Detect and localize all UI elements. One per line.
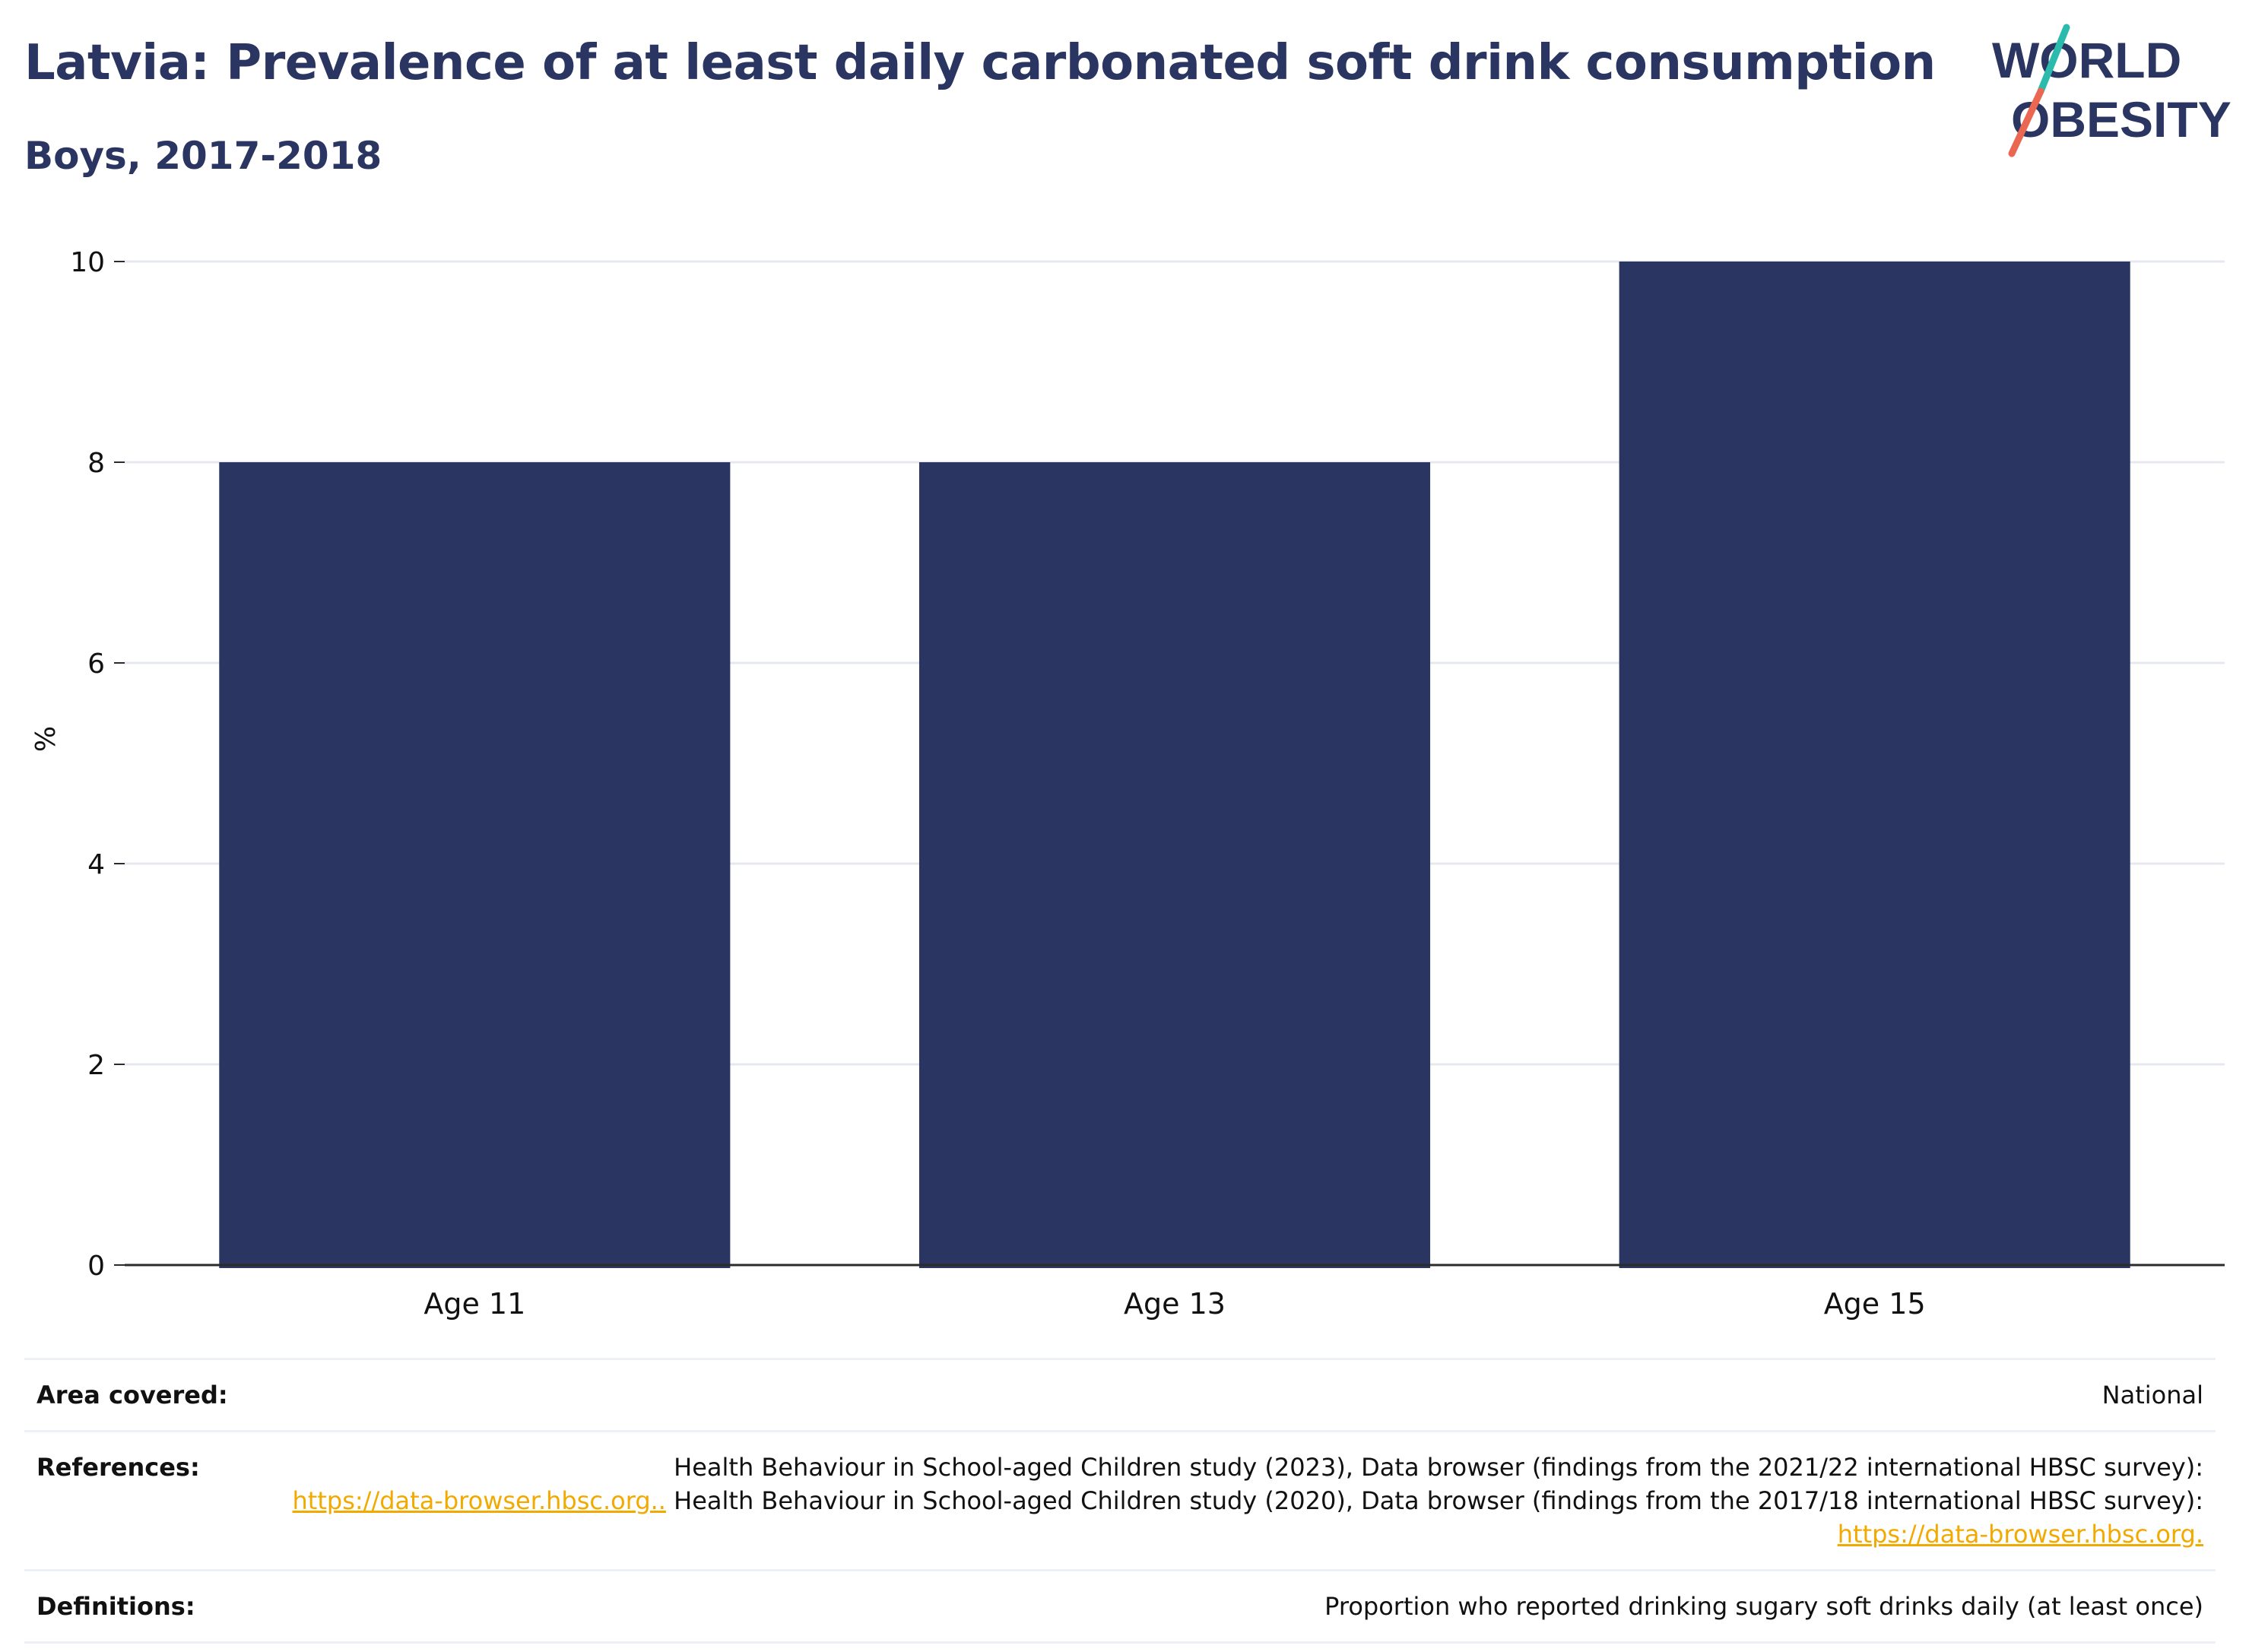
y-tick-label: 8: [87, 448, 105, 479]
bars: [219, 262, 2130, 1268]
y-axis-label: %: [30, 726, 62, 752]
bar-age-15: [1619, 262, 2130, 1268]
references-text-1: Health Behaviour in School-aged Children…: [674, 1453, 2203, 1482]
references-label: References:: [36, 1453, 200, 1482]
x-tick-label: Age 11: [423, 1287, 525, 1321]
bar-age-11: [219, 462, 731, 1268]
world-obesity-logo: WORLD OBESITY: [1992, 24, 2232, 157]
y-tick-label: 2: [87, 1050, 105, 1081]
bar-chart: 0 2 4 6 8 10 Age 11 Age 13 Age 15 %: [30, 247, 2225, 1321]
area-covered-value: National: [2101, 1381, 2203, 1409]
x-tick-label: Age 13: [1124, 1287, 1226, 1321]
references-link-1[interactable]: https://data-browser.hbsc.org..: [292, 1486, 666, 1515]
y-tick-label: 0: [87, 1251, 105, 1282]
references-text-2: Health Behaviour in School-aged Children…: [665, 1486, 2203, 1515]
y-tick-label: 4: [87, 849, 105, 880]
definitions-label: Definitions:: [36, 1592, 195, 1621]
bar-age-13: [918, 462, 1431, 1268]
chart-subtitle: Boys, 2017-2018: [24, 134, 382, 178]
logo-slash-teal: [2037, 24, 2070, 95]
y-axis-ticks: 0 2 4 6 8 10: [70, 247, 125, 1282]
chart-title: Latvia: Prevalence of at least daily car…: [24, 35, 1936, 91]
metadata-table: Area covered: National References: Healt…: [24, 1358, 2216, 1644]
logo-slash-coral: [2008, 87, 2044, 157]
y-tick-label: 10: [70, 247, 105, 278]
logo-line-obesity: OBESITY: [2011, 91, 2232, 147]
y-tick-label: 6: [87, 648, 105, 680]
definitions-value: Proportion who reported drinking sugary …: [1324, 1592, 2203, 1621]
x-tick-label: Age 15: [1824, 1287, 1926, 1321]
logo-line-world: WORLD: [1992, 32, 2181, 88]
meta-row-area: Area covered: National: [24, 1358, 2216, 1430]
area-covered-label: Area covered:: [36, 1381, 228, 1409]
references-value: Health Behaviour in School-aged Children…: [265, 1451, 2203, 1551]
x-axis-ticks: Age 11 Age 13 Age 15: [423, 1287, 1925, 1321]
meta-row-references: References: Health Behaviour in School-a…: [24, 1430, 2216, 1569]
references-link-2[interactable]: https://data-browser.hbsc.org.: [1837, 1520, 2203, 1549]
meta-row-definitions: Definitions: Proportion who reported dri…: [24, 1569, 2216, 1644]
